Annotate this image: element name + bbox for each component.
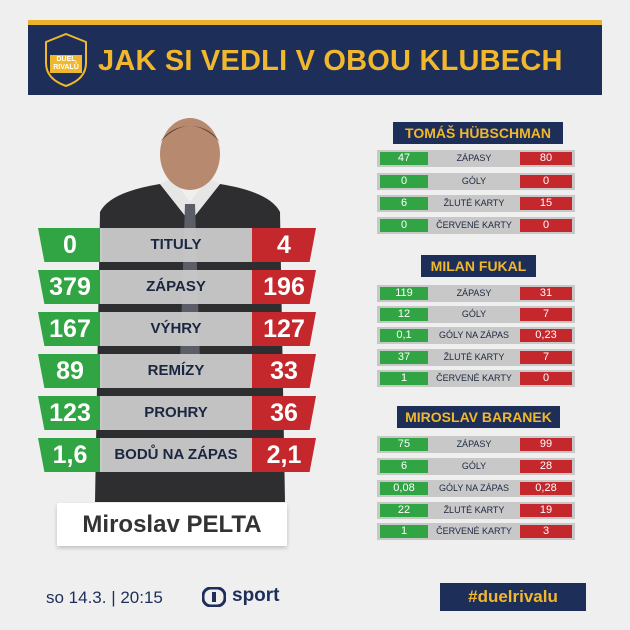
pelta-value-prohry-right: 36 — [252, 396, 316, 430]
pelta-value-vyhry-right: 127 — [252, 312, 316, 346]
baranek-cervene-right: 3 — [520, 525, 572, 538]
stat-row-tituly: 0 TITULY 4 — [38, 228, 316, 262]
fukal-cervene-label: ČERVENÉ KARTY — [436, 373, 512, 383]
header-banner: DUEL RIVALŮ JAK SI VEDLI V OBOU KLUBECH — [28, 25, 602, 95]
hubschman-row-zlute: 6 ŽLUTÉ KARTY 15 — [377, 195, 575, 212]
baranek-gnz-left: 0,08 — [380, 482, 428, 495]
fukal-zlute-right: 7 — [520, 351, 572, 364]
logo-line-2: RIVALŮ — [53, 64, 79, 71]
pelta-value-remizy-left: 89 — [38, 354, 102, 388]
panel-title-baranek: MIROSLAV BARANEK — [397, 406, 560, 428]
stat-label-prohry: PROHRY — [100, 396, 252, 430]
panel-title-hubschman: TOMÁŠ HÜBSCHMAN — [393, 122, 563, 144]
pelta-value-vyhry-left: 167 — [38, 312, 102, 346]
hubschman-goly-right: 0 — [520, 175, 572, 188]
pelta-value-prohry-left: 123 — [38, 396, 102, 430]
panel-title-fukal: MILAN FUKAL — [421, 255, 536, 277]
baranek-goly-left: 6 — [380, 460, 428, 473]
hubschman-zapasy-right: 80 — [520, 152, 572, 165]
baranek-zapasy-right: 99 — [520, 438, 572, 451]
pelta-value-body-left: 1,6 — [38, 438, 102, 472]
fukal-row-zapasy: 119 ZÁPASY 31 — [377, 285, 575, 302]
fukal-gnz-label: GÓLY NA ZÁPAS — [438, 330, 510, 340]
baranek-row-goly-na-zapas: 0,08 GÓLY NA ZÁPAS 0,28 — [377, 480, 575, 497]
stat-label-body-na-zapas: BODŮ NA ZÁPAS — [100, 438, 252, 472]
pelta-value-zapasy-left: 379 — [38, 270, 102, 304]
fukal-cervene-left: 1 — [380, 372, 428, 385]
baranek-row-goly: 6 GÓLY 28 — [377, 458, 575, 475]
hubschman-zapasy-left: 47 — [380, 152, 428, 165]
fukal-row-cervene: 1 ČERVENÉ KARTY 0 — [377, 370, 575, 387]
stat-row-body-na-zapas: 1,6 BODŮ NA ZÁPAS 2,1 — [38, 438, 316, 472]
hubschman-goly-label: GÓLY — [461, 176, 487, 186]
stat-row-zapasy: 379 ZÁPASY 196 — [38, 270, 316, 304]
fukal-gnz-right: 0,23 — [520, 329, 572, 342]
baranek-row-cervene: 1 ČERVENÉ KARTY 3 — [377, 523, 575, 540]
fukal-row-goly: 12 GÓLY 7 — [377, 306, 575, 323]
logo-line-1: DUEL — [56, 56, 76, 63]
baranek-goly-label: GÓLY — [461, 461, 487, 471]
baranek-zlute-left: 22 — [380, 504, 428, 517]
fukal-cervene-right: 0 — [520, 372, 572, 385]
stat-label-tituly: TITULY — [100, 228, 252, 262]
hashtag-badge: #duelrivalu — [440, 583, 586, 611]
broadcast-date-time: so 14.3. | 20:15 — [46, 588, 163, 607]
baranek-zlute-label: ŽLUTÉ KARTY — [443, 505, 505, 515]
fukal-row-zlute: 37 ŽLUTÉ KARTY 7 — [377, 349, 575, 366]
fukal-gnz-left: 0,1 — [380, 329, 428, 342]
duel-rivalu-logo: DUEL RIVALŮ — [44, 32, 88, 88]
stat-row-remizy: 89 REMÍZY 33 — [38, 354, 316, 388]
baranek-zlute-right: 19 — [520, 504, 572, 517]
hubschman-cervene-right: 0 — [520, 219, 572, 232]
stat-row-vyhry: 167 VÝHRY 127 — [38, 312, 316, 346]
hubschman-row-goly: 0 GÓLY 0 — [377, 173, 575, 190]
hubschman-row-zapasy: 47 ZÁPASY 80 — [377, 150, 575, 167]
fukal-zapasy-label: ZÁPASY — [456, 288, 492, 298]
baranek-zapasy-label: ZÁPASY — [456, 439, 492, 449]
fukal-zapasy-left: 119 — [380, 287, 428, 300]
baranek-row-zlute: 22 ŽLUTÉ KARTY 19 — [377, 502, 575, 519]
stat-row-prohry: 123 PROHRY 36 — [38, 396, 316, 430]
fukal-zlute-label: ŽLUTÉ KARTY — [443, 352, 505, 362]
hubschman-zlute-right: 15 — [520, 197, 572, 210]
person-name: Miroslav PELTA — [57, 503, 287, 546]
pelta-value-tituly-left: 0 — [38, 228, 102, 262]
pelta-value-body-right: 2,1 — [252, 438, 316, 472]
header-accent-line — [28, 20, 602, 25]
hubschman-goly-left: 0 — [380, 175, 428, 188]
baranek-gnz-label: GÓLY NA ZÁPAS — [438, 483, 510, 493]
stat-label-vyhry: VÝHRY — [100, 312, 252, 346]
page-title: JAK SI VEDLI V OBOU KLUBECH — [98, 45, 563, 77]
hubschman-row-cervene: 0 ČERVENÉ KARTY 0 — [377, 217, 575, 234]
fukal-goly-label: GÓLY — [461, 309, 487, 319]
baranek-cervene-left: 1 — [380, 525, 428, 538]
hubschman-cervene-left: 0 — [380, 219, 428, 232]
pelta-value-remizy-right: 33 — [252, 354, 316, 388]
hubschman-cervene-label: ČERVENÉ KARTY — [436, 220, 512, 230]
hubschman-zapasy-label: ZÁPASY — [456, 153, 492, 163]
fukal-goly-right: 7 — [520, 308, 572, 321]
stat-label-remizy: REMÍZY — [100, 354, 252, 388]
pelta-value-tituly-right: 4 — [252, 228, 316, 262]
hubschman-zlute-left: 6 — [380, 197, 428, 210]
baranek-zapasy-left: 75 — [380, 438, 428, 451]
baranek-cervene-label: ČERVENÉ KARTY — [436, 526, 512, 536]
stat-label-zapasy: ZÁPASY — [100, 270, 252, 304]
baranek-gnz-right: 0,28 — [520, 482, 572, 495]
ct-sport-icon — [202, 587, 226, 607]
shield-icon — [45, 32, 87, 88]
baranek-goly-right: 28 — [520, 460, 572, 473]
channel-name: sport — [232, 585, 280, 606]
fukal-row-goly-na-zapas: 0,1 GÓLY NA ZÁPAS 0,23 — [377, 327, 575, 344]
fukal-goly-left: 12 — [380, 308, 428, 321]
baranek-row-zapasy: 75 ZÁPASY 99 — [377, 436, 575, 453]
hubschman-zlute-label: ŽLUTÉ KARTY — [443, 198, 505, 208]
fukal-zlute-left: 37 — [380, 351, 428, 364]
pelta-value-zapasy-right: 196 — [252, 270, 316, 304]
fukal-zapasy-right: 31 — [520, 287, 572, 300]
